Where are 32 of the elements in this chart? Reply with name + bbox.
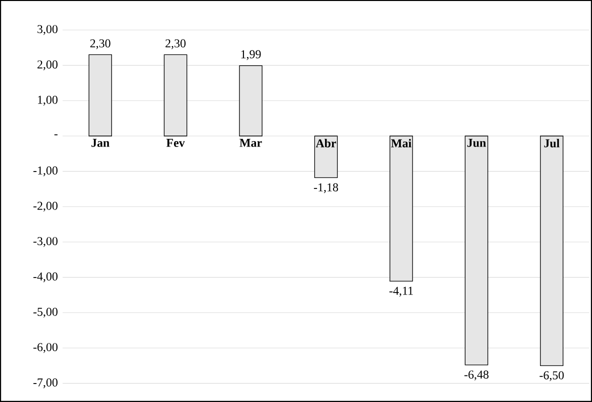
- y-tick-label: -4,00: [33, 272, 58, 282]
- y-tick-label: -6,00: [33, 343, 58, 353]
- x-tick-label: Mar: [240, 138, 262, 147]
- y-tick-label: 3,00: [38, 25, 58, 35]
- x-tick-label: Jan: [92, 138, 110, 147]
- data-label: 2,30: [166, 39, 186, 50]
- data-label: -4,11: [389, 286, 413, 297]
- data-label: -6,48: [464, 370, 489, 380]
- x-tick-label: Abr: [316, 138, 336, 148]
- data-label: 2,30: [90, 39, 110, 50]
- x-tick-label: Jul: [544, 138, 560, 148]
- x-tick-label: Mai: [391, 138, 412, 148]
- y-tick-label: -3,00: [33, 237, 58, 247]
- data-label: -1,18: [314, 183, 338, 194]
- bar: [540, 136, 564, 366]
- data-label: 1,99: [241, 50, 261, 60]
- bar: [239, 65, 262, 136]
- y-tick-label: -7,00: [33, 378, 58, 388]
- y-tick-label: 1,00: [38, 96, 58, 106]
- x-tick-label: Fev: [166, 138, 185, 147]
- bar: [88, 54, 112, 136]
- y-tick-label: -5,00: [33, 308, 58, 318]
- y-tick-label: -: [54, 134, 58, 136]
- y-tick-label: 2,00: [37, 60, 58, 70]
- bar: [464, 136, 488, 366]
- data-label: -6,50: [540, 371, 564, 382]
- bar: [164, 54, 188, 136]
- bar: [314, 136, 338, 178]
- bar: [390, 136, 413, 282]
- y-tick-label: -1,00: [33, 166, 58, 176]
- y-tick-label: -2,00: [33, 202, 58, 212]
- x-tick-label: Jun: [467, 138, 486, 147]
